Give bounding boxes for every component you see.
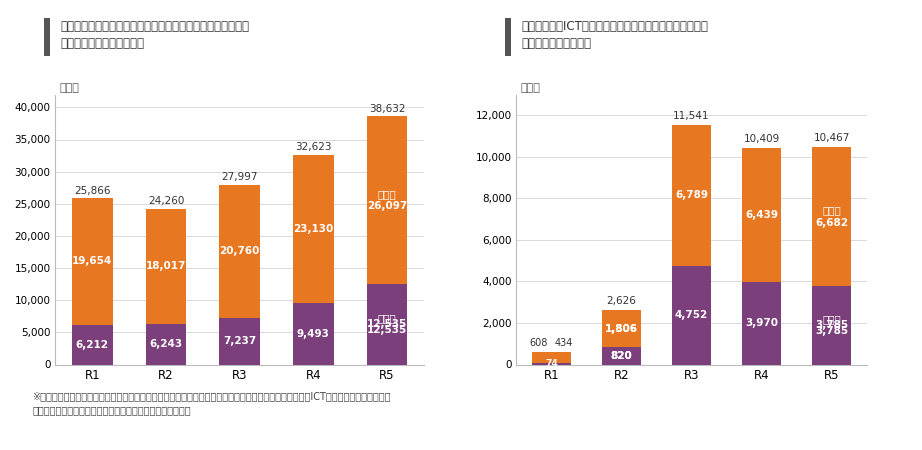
Text: 2,626: 2,626 <box>607 296 636 306</box>
Text: 自宅におけるICT等を活用した学習活動を指導要録上出席
扱いとした児童生徒数: 自宅におけるICT等を活用した学習活動を指導要録上出席 扱いとした児童生徒数 <box>521 20 708 50</box>
Text: 19,654: 19,654 <box>72 256 112 266</box>
Text: 小学校
12,535: 小学校 12,535 <box>367 313 408 335</box>
Bar <box>742 282 781 364</box>
Text: （人）: （人） <box>521 83 541 93</box>
Bar <box>602 347 641 365</box>
Text: 中学校
6,682: 中学校 6,682 <box>815 205 848 228</box>
Text: 4,752: 4,752 <box>675 310 708 320</box>
Bar <box>672 266 711 364</box>
Bar <box>532 352 571 363</box>
Bar <box>742 148 781 282</box>
Text: 7,237: 7,237 <box>223 336 256 346</box>
Bar <box>219 318 260 364</box>
Text: 6,212: 6,212 <box>76 340 109 350</box>
Bar <box>146 324 186 364</box>
Text: 25,866: 25,866 <box>74 186 111 196</box>
Text: 18,017: 18,017 <box>146 261 186 271</box>
Text: 中学校
26,097: 中学校 26,097 <box>367 189 408 211</box>
Text: 9,493: 9,493 <box>297 329 330 339</box>
Text: 32,623: 32,623 <box>295 142 332 152</box>
Text: 小学校
3,785: 小学校 3,785 <box>815 314 848 337</box>
Bar <box>672 125 711 266</box>
Text: 434: 434 <box>555 338 573 348</box>
Text: 820: 820 <box>610 351 632 361</box>
Bar <box>367 284 408 364</box>
Bar <box>72 324 112 364</box>
Bar <box>367 116 408 284</box>
Bar <box>293 155 334 303</box>
Text: 27,997: 27,997 <box>221 172 258 182</box>
Text: 6,789: 6,789 <box>675 190 708 200</box>
Text: 学校外の機関等で専門的な相談･指導等を受け、指導要録上
出席扱いとした児童生徒数: 学校外の機関等で専門的な相談･指導等を受け、指導要録上 出席扱いとした児童生徒数 <box>60 20 249 50</box>
Text: 20,760: 20,760 <box>219 246 260 256</box>
Text: 608: 608 <box>530 338 548 348</box>
Bar <box>532 363 571 365</box>
Text: 6,243: 6,243 <box>149 339 183 350</box>
Text: 12,535: 12,535 <box>367 319 408 329</box>
Text: 24,260: 24,260 <box>148 196 184 206</box>
Bar <box>812 286 851 364</box>
Text: 38,632: 38,632 <box>369 104 406 113</box>
Text: 10,467: 10,467 <box>813 133 850 143</box>
Text: 74: 74 <box>545 359 558 368</box>
Text: 1,806: 1,806 <box>605 324 638 334</box>
Bar <box>146 208 186 324</box>
Text: 11,541: 11,541 <box>673 111 710 121</box>
Text: 3,785: 3,785 <box>815 320 848 330</box>
Text: 10,409: 10,409 <box>743 134 780 144</box>
Bar <box>812 147 851 286</box>
Bar <box>72 198 112 324</box>
Text: ※　学校外の機関等で専門的な相談･指導等を受け、指導要録上出席扱いとした児童生徒と自宅におけるICT等を活用した学習活動を
　　指導要録上出席扱いとした児童生徒: ※ 学校外の機関等で専門的な相談･指導等を受け、指導要録上出席扱いとした児童生徒… <box>32 392 391 415</box>
Text: 6,439: 6,439 <box>745 210 778 220</box>
Bar <box>293 303 334 364</box>
Text: （人）: （人） <box>60 83 80 93</box>
Bar <box>602 310 641 347</box>
Bar <box>219 184 260 318</box>
Text: 3,970: 3,970 <box>745 318 778 328</box>
Text: 23,130: 23,130 <box>293 224 334 234</box>
Text: 1,806: 1,806 <box>605 324 638 334</box>
Text: 820: 820 <box>610 351 632 361</box>
